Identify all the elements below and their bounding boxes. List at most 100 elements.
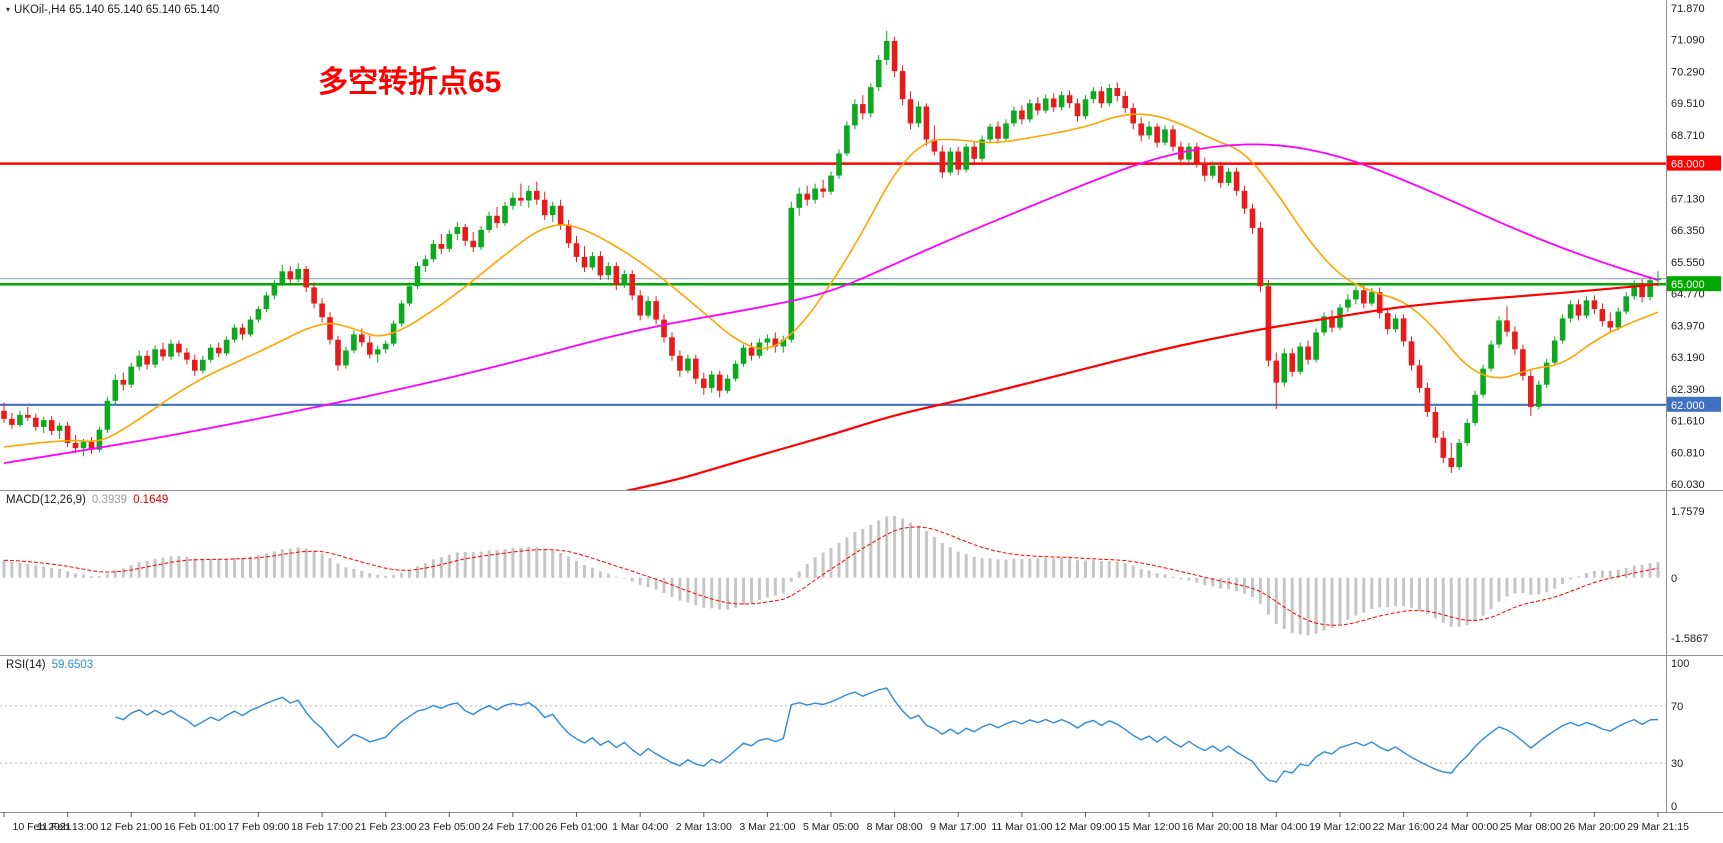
candle-body bbox=[1058, 95, 1065, 108]
candle-body bbox=[1448, 457, 1455, 468]
price-scale[interactable]: 71.870 71.090 70.290 69.510 68.710 67.130 66.3… bbox=[1667, 3, 1721, 813]
price-badge-label: 65.000 bbox=[1671, 279, 1705, 291]
candle-body bbox=[1003, 123, 1009, 139]
price-tick-label: 62.390 bbox=[1671, 384, 1705, 396]
candle-body bbox=[1217, 165, 1224, 183]
candle-body bbox=[875, 59, 882, 88]
time-axis-label: 12 Feb 21:00 bbox=[100, 821, 162, 833]
candle-body bbox=[891, 41, 898, 72]
candle-body bbox=[1233, 171, 1240, 191]
candle-body bbox=[995, 126, 1001, 139]
candle-body bbox=[1289, 353, 1295, 372]
candle-body bbox=[1512, 331, 1518, 350]
candle-body bbox=[1305, 346, 1311, 360]
candle-body bbox=[184, 352, 190, 360]
price-badge-68.000 bbox=[1667, 155, 1721, 171]
symbol-ohlc-text: UKOil-,H4 65.140 65.140 65.140 65.140 bbox=[14, 4, 220, 16]
candle-body bbox=[1241, 190, 1248, 209]
candle-body bbox=[1186, 146, 1192, 160]
candle-body bbox=[1607, 321, 1614, 328]
price-badge-62.000 bbox=[1667, 396, 1721, 412]
candle-body bbox=[1146, 126, 1152, 136]
candle-body bbox=[1138, 123, 1144, 136]
candle-body bbox=[820, 188, 826, 192]
rsi-value: 59.6503 bbox=[51, 659, 94, 671]
candle-body bbox=[1106, 88, 1113, 104]
candle-body bbox=[112, 379, 119, 401]
candle-body bbox=[1591, 300, 1598, 310]
candle-body bbox=[1480, 368, 1486, 395]
candle-body bbox=[33, 417, 39, 427]
chart-dropdown-icon[interactable]: ▾ bbox=[6, 5, 11, 14]
candle-body bbox=[168, 343, 174, 357]
candle-body bbox=[303, 268, 309, 288]
candle-body bbox=[852, 104, 858, 126]
candle-body bbox=[796, 193, 802, 208]
candle-body bbox=[1432, 412, 1439, 438]
time-axis-label: 16 Feb 01:00 bbox=[164, 821, 226, 833]
time-axis-label: 22 Mar 16:00 bbox=[1373, 821, 1435, 833]
candle-body bbox=[701, 378, 707, 388]
candle-body bbox=[1329, 316, 1335, 328]
candle-body bbox=[486, 215, 492, 230]
candle-body bbox=[17, 414, 23, 425]
candle-body bbox=[80, 441, 87, 449]
rsi-indicator-label: RSI(14) 59.6503 bbox=[6, 659, 93, 672]
candle-body bbox=[1543, 362, 1550, 385]
candle-body bbox=[390, 323, 397, 344]
candle-body bbox=[740, 347, 747, 364]
macd-scale-label: -1.5867 bbox=[1671, 633, 1708, 645]
time-axis-label: 17 Feb 09:00 bbox=[227, 821, 289, 833]
candle-body bbox=[1536, 384, 1542, 407]
ma-slow-red-line bbox=[624, 283, 1659, 490]
time-axis-label: 11 Feb 13:00 bbox=[37, 821, 98, 833]
candle-body bbox=[1631, 284, 1637, 297]
candle-body bbox=[1551, 340, 1558, 363]
candle-body bbox=[343, 350, 349, 366]
time-axis-label: 11 Mar 01:00 bbox=[991, 821, 1052, 833]
rsi-name: RSI(14) bbox=[6, 659, 46, 671]
time-axis-label: 5 Mar 05:00 bbox=[803, 821, 859, 833]
candle-body bbox=[534, 190, 540, 200]
candle-body bbox=[1424, 387, 1431, 412]
price-badge-65.000 bbox=[1667, 276, 1721, 292]
candle-body bbox=[708, 374, 715, 388]
candle-body bbox=[192, 359, 198, 371]
candle-body bbox=[1353, 290, 1359, 300]
time-axis-label: 12 Mar 09:00 bbox=[1055, 821, 1117, 833]
candle-body bbox=[1074, 103, 1081, 117]
candle-body bbox=[367, 342, 373, 355]
candle-body bbox=[780, 339, 787, 347]
time-axis-label: 9 Mar 17:00 bbox=[930, 821, 986, 833]
candle-body bbox=[581, 256, 588, 268]
candle-body bbox=[1599, 309, 1606, 322]
candle-body bbox=[335, 339, 341, 366]
candle-body bbox=[462, 227, 468, 241]
candle-body bbox=[1520, 349, 1526, 376]
candle-body bbox=[144, 355, 150, 365]
candle-body bbox=[200, 359, 206, 371]
candle-body bbox=[215, 347, 222, 354]
price-tick-label: 63.190 bbox=[1671, 352, 1705, 364]
candle-body bbox=[454, 227, 461, 234]
candle-body bbox=[1369, 292, 1375, 304]
candle-body bbox=[152, 349, 158, 365]
candle-body bbox=[1257, 227, 1264, 287]
candle-body bbox=[1321, 316, 1327, 333]
rsi-scale-label: 70 bbox=[1671, 701, 1683, 713]
candle-body bbox=[239, 327, 246, 335]
candle-body bbox=[629, 274, 635, 296]
price-tick-label: 61.610 bbox=[1671, 416, 1705, 428]
annotation-text[interactable]: 多空转折点65 bbox=[318, 66, 502, 99]
candle-body bbox=[327, 317, 333, 340]
candle-body bbox=[255, 309, 262, 320]
candle-body bbox=[382, 343, 389, 350]
candle-body bbox=[971, 146, 977, 159]
macd-value-signal: 0.1649 bbox=[133, 494, 169, 506]
time-axis-label: 24 Mar 00:00 bbox=[1436, 821, 1498, 833]
candle-body bbox=[589, 256, 596, 268]
time-axis-label: 26 Mar 20:00 bbox=[1563, 821, 1625, 833]
